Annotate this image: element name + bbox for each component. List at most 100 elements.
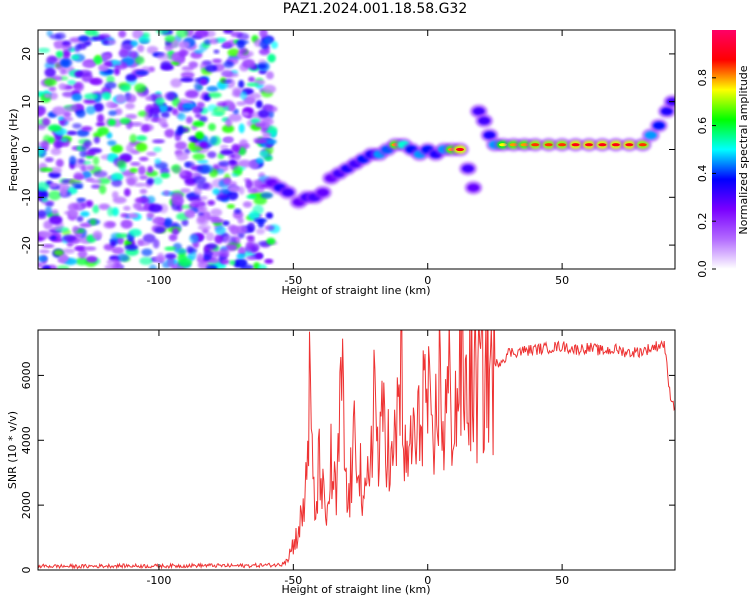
noise-blob bbox=[238, 247, 245, 253]
noise-blob bbox=[55, 50, 64, 58]
noise-blob bbox=[192, 120, 205, 127]
noise-blob bbox=[175, 141, 187, 151]
ridge-point bbox=[472, 107, 485, 116]
noise-blob bbox=[39, 190, 49, 198]
noise-blob bbox=[208, 92, 222, 98]
noise-blob bbox=[38, 181, 50, 192]
snr-y-axis-title: SNR (10 * v/v) bbox=[6, 411, 19, 489]
noise-blob bbox=[68, 209, 79, 217]
noise-blob bbox=[93, 170, 108, 178]
ridge-core bbox=[571, 143, 580, 147]
noise-blob bbox=[85, 165, 95, 171]
ridge-point bbox=[316, 188, 329, 197]
noise-blob bbox=[38, 106, 46, 116]
noise-blob bbox=[74, 70, 84, 78]
noise-blob bbox=[97, 177, 111, 185]
noise-blob bbox=[232, 235, 241, 245]
noise-blob bbox=[157, 252, 165, 261]
noise-blob bbox=[46, 56, 58, 65]
noise-blob bbox=[228, 103, 236, 112]
noise-blob bbox=[153, 176, 163, 185]
noise-blob bbox=[166, 257, 175, 267]
noise-blob bbox=[48, 215, 63, 225]
noise-blob bbox=[210, 111, 224, 117]
noise-blob bbox=[199, 78, 208, 86]
noise-blob bbox=[238, 80, 245, 89]
noise-blob bbox=[163, 190, 170, 196]
ridge-core bbox=[456, 147, 464, 152]
noise-blob bbox=[197, 253, 204, 261]
noise-blob bbox=[117, 236, 125, 245]
noise-blob bbox=[83, 246, 97, 251]
noise-blob bbox=[118, 30, 127, 38]
noise-blob bbox=[261, 132, 272, 138]
noise-blob bbox=[76, 197, 86, 203]
noise-blob bbox=[256, 228, 265, 235]
colorbar-tick-label: 0.0 bbox=[696, 260, 709, 278]
noise-blob bbox=[154, 158, 161, 165]
noise-blob bbox=[192, 153, 206, 161]
noise-blob bbox=[160, 172, 171, 179]
noise-blob bbox=[197, 182, 210, 190]
signal-ridge bbox=[262, 94, 675, 210]
noise-blob bbox=[184, 209, 196, 219]
noise-blob bbox=[60, 187, 67, 197]
noise-blob bbox=[62, 50, 71, 58]
noise-blob bbox=[102, 39, 109, 45]
noise-field bbox=[38, 30, 281, 269]
ridge-core bbox=[544, 143, 553, 147]
noise-blob bbox=[61, 44, 73, 52]
noise-blob bbox=[234, 151, 241, 162]
noise-blob bbox=[197, 215, 207, 224]
y-tick-label: 6000 bbox=[20, 361, 33, 389]
noise-blob bbox=[53, 249, 64, 256]
snr-panel: -100 -50 0 50 0 2000 4000 6000 Height of strai… bbox=[6, 329, 676, 596]
spectrogram-x-axis-title: Height of straight line (km) bbox=[281, 284, 430, 297]
noise-blob bbox=[223, 30, 234, 34]
noise-blob bbox=[106, 258, 119, 266]
noise-blob bbox=[125, 93, 137, 103]
noise-blob bbox=[153, 146, 162, 153]
noise-blob bbox=[48, 92, 58, 100]
noise-blob bbox=[191, 200, 200, 206]
noise-blob bbox=[115, 233, 129, 239]
noise-blob bbox=[205, 232, 215, 242]
noise-blob bbox=[259, 30, 268, 39]
noise-blob bbox=[164, 253, 177, 260]
ridge-core bbox=[625, 143, 634, 147]
noise-blob bbox=[66, 130, 78, 136]
noise-blob bbox=[67, 79, 76, 86]
noise-blob bbox=[45, 206, 52, 216]
noise-blob bbox=[218, 248, 230, 258]
noise-blob bbox=[137, 44, 145, 53]
noise-blob bbox=[228, 159, 237, 165]
noise-blob bbox=[57, 116, 65, 121]
noise-blob bbox=[140, 124, 150, 133]
noise-blob bbox=[135, 196, 150, 204]
snr-series-line bbox=[38, 330, 675, 570]
noise-blob bbox=[45, 201, 54, 208]
noise-blob bbox=[99, 33, 111, 39]
noise-blob bbox=[182, 103, 197, 110]
noise-blob bbox=[225, 73, 239, 78]
spectrogram-y-ticks: -20 -10 0 10 20 bbox=[20, 47, 675, 254]
noise-blob bbox=[158, 117, 167, 126]
noise-blob bbox=[156, 52, 171, 61]
noise-blob bbox=[58, 253, 69, 263]
noise-blob bbox=[196, 164, 210, 174]
noise-blob bbox=[220, 144, 229, 150]
noise-blob bbox=[168, 234, 178, 242]
noise-blob bbox=[48, 124, 62, 132]
noise-blob bbox=[265, 212, 274, 219]
noise-blob bbox=[254, 139, 268, 144]
noise-blob bbox=[164, 92, 176, 101]
noise-blob bbox=[138, 36, 151, 44]
noise-blob bbox=[123, 188, 131, 197]
noise-blob bbox=[42, 264, 51, 269]
ridge-core bbox=[531, 143, 540, 147]
noise-blob bbox=[138, 156, 149, 162]
noise-blob bbox=[73, 82, 82, 90]
noise-blob bbox=[197, 224, 211, 231]
noise-blob bbox=[50, 147, 62, 156]
